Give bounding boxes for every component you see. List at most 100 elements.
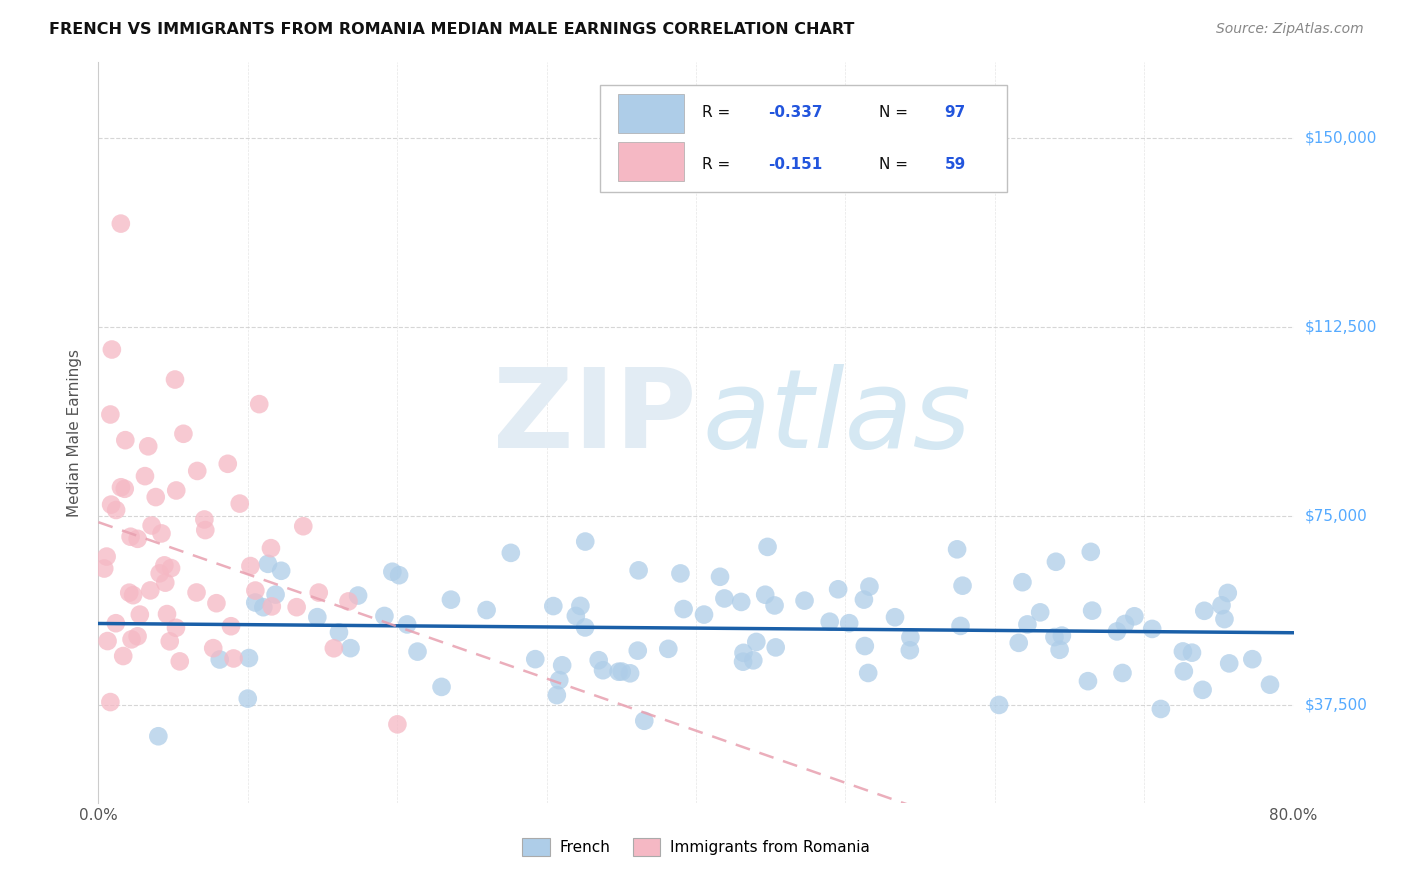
Point xyxy=(672,602,695,616)
Point xyxy=(565,609,588,624)
Point xyxy=(548,673,571,687)
Point xyxy=(308,585,330,599)
Point xyxy=(569,599,592,613)
Point xyxy=(110,217,132,231)
Text: 97: 97 xyxy=(945,105,966,120)
Point xyxy=(574,534,596,549)
Point xyxy=(551,658,574,673)
FancyBboxPatch shape xyxy=(600,85,1007,192)
Point xyxy=(619,666,641,681)
Point xyxy=(742,653,765,667)
Point xyxy=(110,480,132,494)
Point xyxy=(193,512,215,526)
Point xyxy=(1211,599,1233,613)
Text: $37,500: $37,500 xyxy=(1305,697,1368,712)
Point xyxy=(260,541,283,556)
Point xyxy=(134,469,156,483)
Point xyxy=(713,591,735,606)
Point xyxy=(150,526,173,541)
Point xyxy=(633,714,655,728)
Point xyxy=(238,651,260,665)
Point xyxy=(328,625,350,640)
Point xyxy=(1077,674,1099,689)
Point xyxy=(172,426,194,441)
Point xyxy=(337,594,360,608)
Point xyxy=(114,482,136,496)
Point xyxy=(208,652,231,666)
Point xyxy=(219,619,242,633)
Point xyxy=(322,641,344,656)
Point xyxy=(838,616,860,631)
Point xyxy=(610,665,633,679)
Point xyxy=(546,688,568,702)
Point xyxy=(627,643,650,657)
Point xyxy=(236,691,259,706)
Point xyxy=(756,540,779,554)
FancyBboxPatch shape xyxy=(619,143,685,181)
Point xyxy=(373,609,395,624)
Point xyxy=(239,559,262,574)
Point xyxy=(264,588,287,602)
Point xyxy=(93,561,115,575)
Point xyxy=(709,570,731,584)
Point xyxy=(155,575,177,590)
Point xyxy=(98,695,122,709)
Point xyxy=(112,648,135,663)
Point xyxy=(245,595,267,609)
Point xyxy=(205,596,228,610)
Point xyxy=(247,397,270,411)
Point xyxy=(1140,622,1163,636)
Point xyxy=(900,630,922,644)
Point xyxy=(387,717,409,731)
Point xyxy=(388,568,411,582)
Point xyxy=(1216,586,1239,600)
Point xyxy=(186,585,208,599)
Point xyxy=(105,503,128,517)
Point xyxy=(853,639,876,653)
Point xyxy=(245,583,267,598)
Point xyxy=(139,583,162,598)
Point xyxy=(104,616,127,631)
Point xyxy=(988,698,1011,712)
Point xyxy=(127,629,149,643)
Point xyxy=(946,542,969,557)
Text: N =: N = xyxy=(879,105,912,120)
Point xyxy=(1049,642,1071,657)
Point xyxy=(1241,652,1264,666)
Point xyxy=(1029,605,1052,619)
Point xyxy=(440,592,463,607)
Y-axis label: Median Male Earnings: Median Male Earnings xyxy=(67,349,83,516)
Point xyxy=(588,653,610,667)
Point xyxy=(627,563,650,577)
Text: $75,000: $75,000 xyxy=(1305,508,1368,524)
Text: FRENCH VS IMMIGRANTS FROM ROMANIA MEDIAN MALE EARNINGS CORRELATION CHART: FRENCH VS IMMIGRANTS FROM ROMANIA MEDIAN… xyxy=(49,22,855,37)
Text: -0.151: -0.151 xyxy=(768,157,823,172)
FancyBboxPatch shape xyxy=(619,95,685,133)
Point xyxy=(252,600,274,615)
Point xyxy=(524,652,547,666)
Point xyxy=(100,498,122,512)
Point xyxy=(347,589,370,603)
Point xyxy=(858,580,880,594)
Point xyxy=(1011,575,1033,590)
Point xyxy=(1114,617,1136,632)
Point xyxy=(1218,657,1240,671)
Point xyxy=(396,617,419,632)
Point xyxy=(121,632,143,647)
Point xyxy=(153,558,176,573)
Point xyxy=(1080,545,1102,559)
Point xyxy=(1173,665,1195,679)
Point xyxy=(1213,612,1236,626)
Point xyxy=(1194,604,1216,618)
Point xyxy=(381,565,404,579)
Point xyxy=(793,593,815,607)
Point xyxy=(229,497,252,511)
Point xyxy=(96,634,118,648)
Text: N =: N = xyxy=(879,157,912,172)
Text: R =: R = xyxy=(702,105,735,120)
Point xyxy=(165,621,187,635)
Point xyxy=(159,634,181,648)
Point xyxy=(499,546,522,560)
Point xyxy=(307,610,329,624)
Point xyxy=(1017,617,1039,632)
